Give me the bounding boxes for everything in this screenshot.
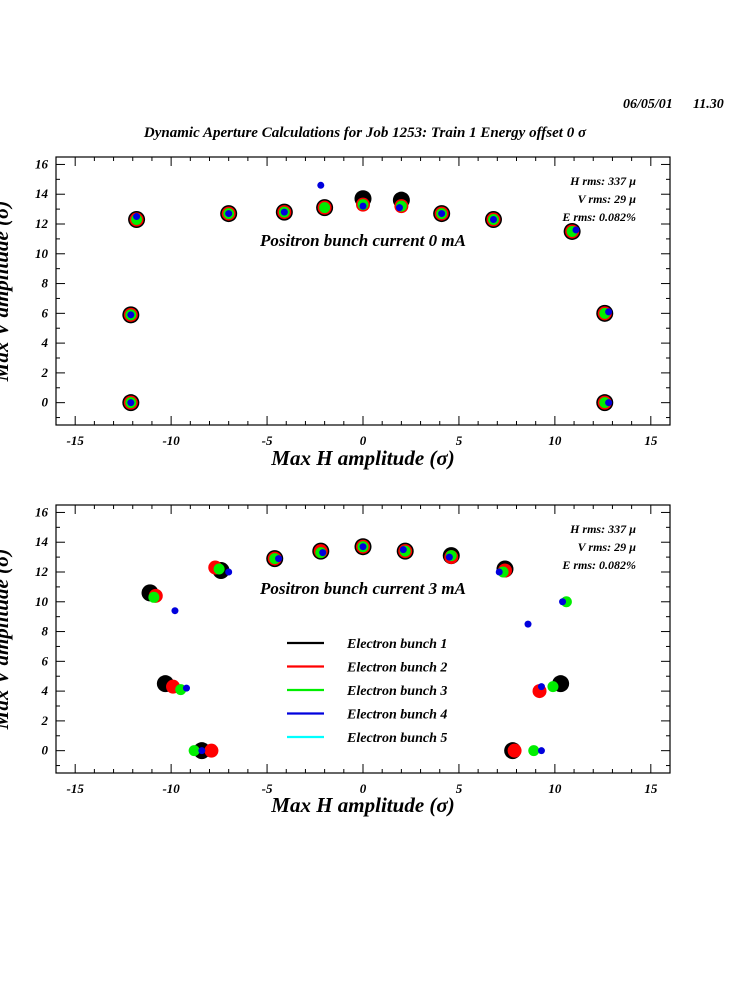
x-tick-label: 0 [360, 781, 367, 796]
data-point [438, 210, 446, 218]
legend-label: Electron bunch 3 [346, 684, 447, 699]
data-point [524, 620, 532, 628]
x-tick-label: 10 [548, 781, 562, 796]
data-point [275, 555, 283, 563]
rms-info-line: E rms: 0.082% [561, 558, 636, 572]
series-4 [127, 181, 613, 407]
data-point [127, 311, 135, 319]
data-point [495, 568, 503, 576]
x-tick-label: -5 [262, 433, 273, 448]
rms-info-line: V rms: 29 µ [578, 192, 636, 206]
data-point [198, 747, 206, 755]
y-tick-label: 0 [42, 743, 49, 758]
y-tick-label: 8 [42, 276, 49, 291]
data-point [528, 745, 540, 757]
y-tick-label: 6 [42, 305, 49, 320]
y-tick-label: 12 [35, 564, 49, 579]
data-point [537, 683, 545, 691]
data-point [359, 202, 367, 210]
data-point [204, 743, 219, 758]
rms-info-line: H rms: 337 µ [569, 522, 636, 536]
rms-info-line: E rms: 0.082% [561, 210, 636, 224]
y-tick-label: 6 [42, 653, 49, 668]
data-point [171, 607, 179, 615]
rms-info-line: V rms: 29 µ [578, 540, 636, 554]
x-tick-label: -15 [67, 433, 85, 448]
current-annotation: Positron bunch current 0 mA [259, 231, 466, 250]
x-tick-label: -10 [162, 781, 180, 796]
y-tick-label: 16 [35, 504, 49, 519]
y-tick-label: 4 [41, 335, 49, 350]
data-point [605, 308, 613, 316]
y-tick-label: 2 [41, 365, 49, 380]
x-tick-label: 10 [548, 433, 562, 448]
x-tick-label: 15 [644, 433, 658, 448]
data-point [537, 747, 545, 755]
series-2 [123, 197, 612, 410]
data-point [359, 543, 367, 551]
plots-group: -15 -10 -5 0 5 10 15 0 2 4 6 8 10 12 14 16 Max H amplitu… [0, 156, 671, 817]
x-tick-label: 0 [360, 433, 367, 448]
data-point [489, 216, 497, 224]
data-point [507, 743, 522, 758]
page-title: Dynamic Aperture Calculations for Job 12… [143, 125, 587, 141]
data-point [572, 226, 580, 234]
x-tick-label: -5 [262, 781, 273, 796]
rms-info-line: H rms: 337 µ [569, 174, 636, 188]
y-tick-label: 12 [35, 216, 49, 231]
legend: Electron bunch 1 Electron bunch 2 Electron… [287, 637, 447, 746]
data-point [399, 546, 407, 554]
x-tick-label: 5 [456, 433, 463, 448]
y-tick-label: 16 [35, 156, 49, 171]
y-tick-label: 14 [35, 534, 49, 549]
data-point [225, 568, 233, 576]
x-tick-label: -15 [67, 781, 85, 796]
y-tick-label: 10 [35, 246, 49, 261]
data-point [445, 553, 453, 561]
data-point [213, 563, 225, 575]
x-axis-label: Max H amplitude (σ) [270, 793, 454, 817]
y-tick-label: 2 [41, 713, 49, 728]
data-point [280, 208, 288, 216]
data-point [148, 591, 160, 603]
legend-label: Electron bunch 2 [346, 661, 447, 676]
date-label: 06/05/01 [623, 97, 673, 112]
data-point [225, 210, 233, 218]
legend-label: Electron bunch 4 [346, 708, 447, 723]
x-tick-label: 5 [456, 781, 463, 796]
data-point [317, 181, 325, 189]
data-point [133, 213, 141, 221]
data-point [547, 681, 559, 693]
y-axis-label: Max V amplitude (σ) [0, 201, 13, 383]
data-point [559, 598, 567, 606]
legend-label: Electron bunch 5 [346, 731, 447, 746]
y-tick-label: 14 [35, 186, 49, 201]
y-axis-label: Max V amplitude (σ) [0, 549, 13, 731]
series-1 [122, 190, 614, 412]
time-label: 11.30 [693, 97, 724, 112]
y-tick-label: 10 [35, 594, 49, 609]
y-tick-label: 4 [41, 683, 49, 698]
y-tick-label: 0 [42, 395, 49, 410]
data-point [319, 202, 331, 214]
data-point [127, 399, 135, 407]
data-point [395, 204, 403, 212]
y-tick-label: 8 [42, 624, 49, 639]
data-point [319, 549, 327, 557]
current-annotation: Positron bunch current 3 mA [259, 579, 466, 598]
data-point [182, 684, 190, 692]
legend-label: Electron bunch 1 [346, 637, 447, 652]
data-point [605, 399, 613, 407]
x-tick-label: 15 [644, 781, 658, 796]
data-point [188, 745, 200, 757]
series-4 [171, 543, 567, 755]
chart-panel-2: -15 -10 -5 0 5 10 15 0 2 4 6 8 10 12 14 16 Max H amplitu… [0, 504, 671, 817]
chart-panel-1: -15 -10 -5 0 5 10 15 0 2 4 6 8 10 12 14 16 Max H amplitu… [0, 156, 671, 470]
x-tick-label: -10 [162, 433, 180, 448]
x-axis-label: Max H amplitude (σ) [270, 446, 454, 470]
